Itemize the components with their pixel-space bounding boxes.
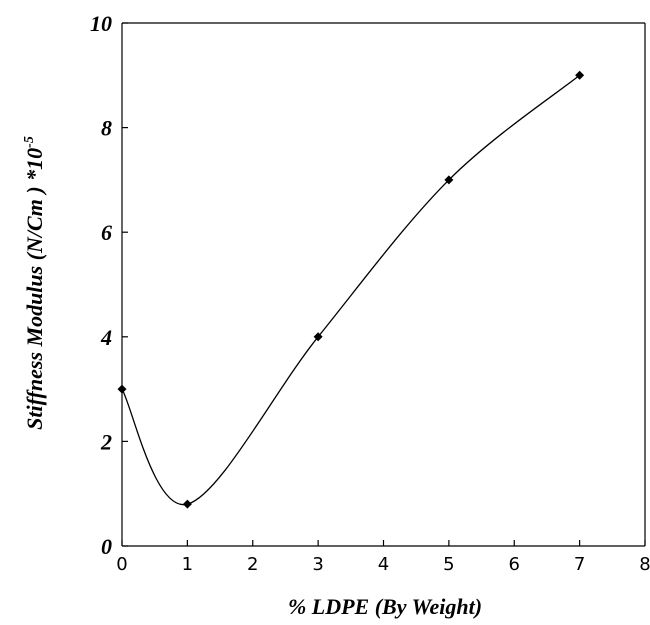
data-point-marker bbox=[575, 70, 585, 80]
axes bbox=[121, 22, 646, 547]
x-tick-label: 6 bbox=[509, 554, 520, 575]
x-axis-label: % LDPE (By Weight) bbox=[288, 594, 482, 619]
y-tick-label: 8 bbox=[101, 116, 112, 141]
data-series bbox=[117, 70, 585, 509]
y-tick-label: 2 bbox=[100, 429, 112, 454]
x-tick-label: 1 bbox=[182, 554, 193, 575]
x-tick-label: 8 bbox=[639, 554, 650, 575]
x-tick-label: 7 bbox=[574, 554, 585, 575]
y-axis-label-text: Stiffness Modulus (N/Cm ) *10 bbox=[22, 148, 47, 430]
x-tick-label: 5 bbox=[443, 554, 454, 575]
y-tick-label: 6 bbox=[101, 220, 112, 245]
series-line bbox=[121, 74, 581, 505]
data-point-marker bbox=[444, 175, 454, 185]
y-tick-label: 10 bbox=[90, 11, 112, 36]
x-tick-label: 2 bbox=[247, 554, 258, 575]
y-tick-label: 0 bbox=[101, 534, 112, 559]
y-axis-label: Stiffness Modulus (N/Cm ) *10-5 bbox=[22, 136, 47, 430]
data-point-marker bbox=[117, 384, 127, 394]
data-point-marker bbox=[313, 332, 323, 342]
y-tick-label: 4 bbox=[100, 325, 112, 350]
x-tick-label: 4 bbox=[378, 554, 389, 575]
x-tick-label: 3 bbox=[312, 554, 323, 575]
x-tick-label: 0 bbox=[116, 554, 127, 575]
data-point-marker bbox=[182, 499, 192, 509]
y-axis-label-superscript: -5 bbox=[22, 136, 37, 148]
tick-labels: 0 2 4 6 8 10 0 1 2 3 4 5 6 7 8 bbox=[90, 11, 650, 575]
